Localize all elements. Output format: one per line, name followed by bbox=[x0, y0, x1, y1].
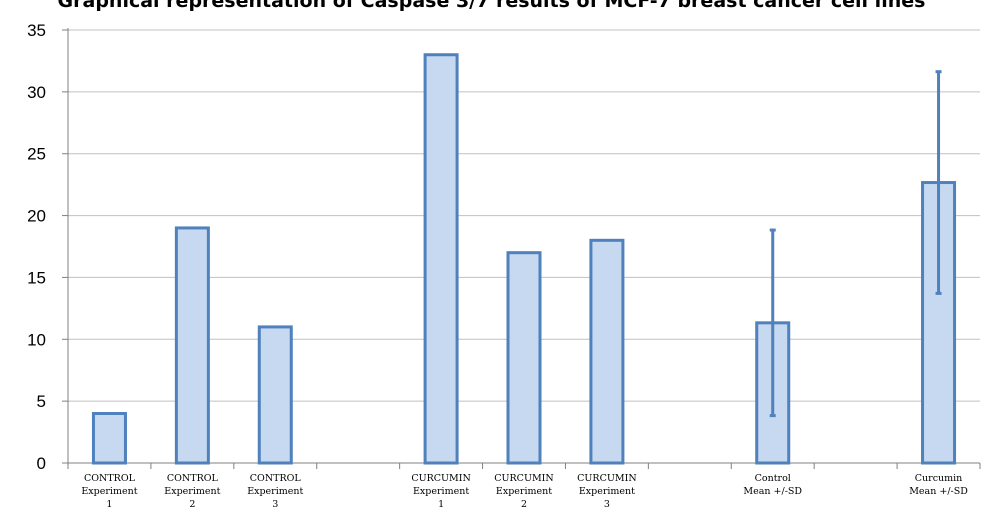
bar bbox=[506, 251, 542, 465]
x-tick-label: 3 bbox=[604, 499, 610, 510]
bar bbox=[589, 238, 625, 465]
x-tick-label: Control bbox=[755, 473, 791, 484]
bar bbox=[174, 226, 210, 465]
x-tick-label: Experiment bbox=[247, 486, 303, 497]
x-tick-label: CURCUMIN bbox=[577, 473, 637, 484]
tick-labels: 0 5 10 15 20 25 30 35 CONTROL Experiment 1 CONTROL E… bbox=[27, 21, 968, 510]
x-tick-label: Experiment bbox=[496, 486, 552, 497]
x-tick-label: Mean +/-SD bbox=[909, 486, 968, 497]
x-tick-label: CONTROL bbox=[84, 473, 136, 484]
x-tick-label: 2 bbox=[189, 499, 195, 510]
x-tick-label: CURCUMIN bbox=[411, 473, 471, 484]
x-tick-label: CONTROL bbox=[250, 473, 302, 484]
x-tick-label: Mean +/-SD bbox=[743, 486, 802, 497]
x-tick-label: 3 bbox=[272, 499, 278, 510]
x-tick-label: 1 bbox=[438, 499, 444, 510]
x-tick-label: Experiment bbox=[164, 486, 220, 497]
y-tick-label: 10 bbox=[27, 330, 46, 349]
x-tick-label: 2 bbox=[521, 499, 527, 510]
bar bbox=[257, 325, 293, 465]
x-tick-label: Experiment bbox=[81, 486, 137, 497]
x-tick-label: CONTROL bbox=[167, 473, 219, 484]
chart-title: Graphical representation of Caspase 3/7 … bbox=[57, 0, 926, 12]
x-tick-label: Experiment bbox=[579, 486, 635, 497]
bar bbox=[423, 53, 459, 465]
y-tick-label: 20 bbox=[27, 207, 46, 226]
y-tick-label: 30 bbox=[27, 83, 46, 102]
x-tick-label: 1 bbox=[106, 499, 112, 510]
y-tick-label: 5 bbox=[37, 392, 46, 411]
y-tick-label: 15 bbox=[27, 268, 46, 287]
x-tick-label: Experiment bbox=[413, 486, 469, 497]
error-bars bbox=[769, 70, 942, 418]
bar bbox=[91, 412, 127, 465]
bars bbox=[91, 53, 957, 465]
y-tick-label: 35 bbox=[27, 21, 46, 40]
x-tick-label: Curcumin bbox=[915, 473, 963, 484]
y-tick-label: 25 bbox=[27, 145, 46, 164]
x-tick-label: CURCUMIN bbox=[494, 473, 554, 484]
y-tick-label: 0 bbox=[37, 454, 46, 473]
